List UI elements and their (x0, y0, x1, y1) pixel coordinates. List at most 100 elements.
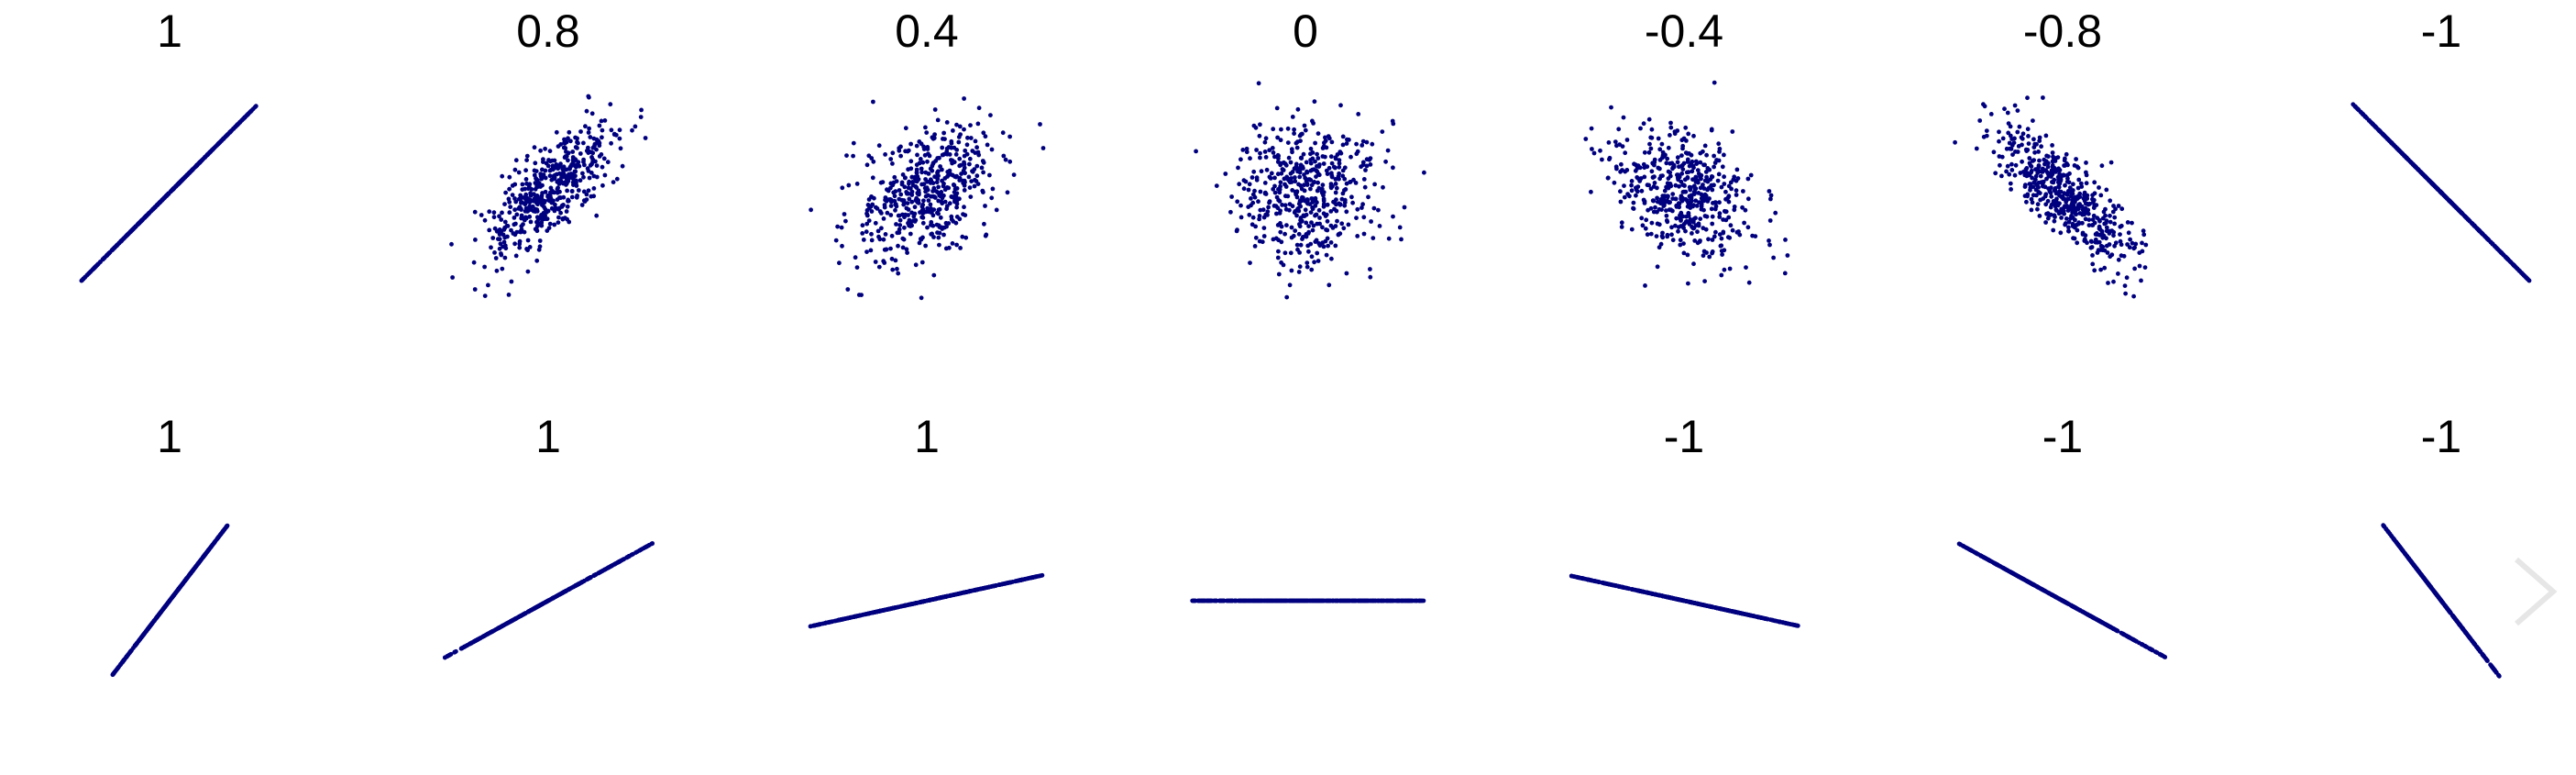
data-point (914, 170, 919, 175)
data-point (561, 145, 567, 150)
data-point (2027, 161, 2032, 166)
data-point (1295, 247, 1300, 252)
data-point (1304, 179, 1309, 183)
data-point (938, 215, 943, 220)
scatter-panel: 1 (365, 405, 732, 775)
data-point (994, 583, 998, 588)
data-point (932, 194, 937, 199)
data-point (569, 194, 575, 200)
data-point (585, 166, 590, 172)
data-point (630, 552, 634, 557)
data-point (1643, 283, 1647, 288)
data-point (962, 183, 967, 188)
data-point (2471, 223, 2477, 228)
data-point (2073, 211, 2078, 216)
data-point (577, 581, 582, 586)
data-point (191, 568, 195, 573)
data-point (507, 210, 512, 216)
data-point (2447, 198, 2451, 203)
data-point (1723, 209, 1729, 215)
data-point (1666, 176, 1671, 182)
data-point (1309, 220, 1314, 226)
data-point (1729, 186, 1734, 192)
data-point (1619, 220, 1624, 226)
data-point (944, 204, 950, 209)
data-point (479, 213, 484, 217)
data-point (999, 581, 1005, 587)
data-point (2074, 157, 2078, 161)
data-point (2119, 206, 2125, 212)
data-point (897, 217, 903, 223)
data-point (1397, 225, 1403, 230)
data-point (2060, 194, 2065, 199)
data-point (1668, 161, 1673, 166)
data-point (1647, 141, 1652, 147)
data-point (962, 188, 967, 193)
data-point (893, 207, 897, 213)
data-point (1309, 183, 1315, 188)
data-point (185, 172, 190, 177)
data-point (2041, 95, 2045, 100)
data-point (2038, 173, 2043, 179)
data-point (2039, 144, 2043, 149)
data-point (1316, 180, 1320, 185)
data-point (1344, 271, 1349, 276)
data-point (972, 183, 977, 189)
data-point (1743, 207, 1748, 213)
data-point (568, 138, 573, 144)
data-point (1657, 245, 1662, 250)
data-point (1618, 169, 1623, 174)
data-point (1657, 158, 1663, 162)
data-point (925, 209, 930, 215)
correlation-grid: 1 0.8 0.4 0 -0.4 -0.8 -1 1 1 1 -1 -1 -1 (79, 6, 2532, 679)
data-point (1646, 207, 1650, 213)
data-point (1257, 133, 1262, 138)
data-point (246, 111, 251, 116)
data-point (1744, 265, 1748, 270)
data-point (1721, 230, 1726, 236)
data-point (1753, 234, 1758, 238)
data-point (510, 183, 515, 188)
data-point (1712, 80, 1717, 85)
data-point (2091, 197, 2097, 203)
data-point (144, 214, 149, 218)
data-point (565, 188, 569, 194)
data-point (989, 195, 995, 201)
data-point (580, 579, 586, 584)
data-point (523, 215, 528, 220)
data-point (1377, 224, 1382, 228)
data-point (917, 161, 922, 166)
data-point (161, 606, 166, 611)
data-point (472, 287, 478, 292)
data-point (584, 108, 589, 114)
data-point (897, 227, 902, 232)
data-point (1313, 212, 1318, 217)
data-point (918, 237, 923, 241)
data-point (534, 228, 540, 234)
data-point (249, 108, 254, 113)
data-point (1670, 208, 1675, 214)
data-point (1622, 183, 1626, 189)
data-point (868, 204, 874, 209)
data-point (879, 226, 884, 231)
data-point (514, 212, 520, 217)
data-point (1321, 196, 1327, 202)
data-point (1688, 205, 1693, 210)
data-point (2075, 195, 2080, 201)
scatter-plot (2350, 102, 2532, 283)
data-point (2388, 139, 2394, 145)
data-point (2013, 162, 2019, 168)
data-point (1681, 250, 1687, 256)
data-point (1616, 127, 1622, 132)
data-point (1333, 155, 1338, 161)
data-point (1034, 574, 1039, 580)
data-point (2018, 171, 2023, 175)
data-point (1360, 143, 1365, 148)
data-point (1631, 205, 1635, 211)
data-point (2432, 183, 2438, 189)
data-point (2082, 193, 2086, 197)
data-point (1719, 272, 1724, 278)
data-point (951, 183, 956, 187)
data-point (946, 221, 952, 226)
data-point (2098, 267, 2103, 272)
